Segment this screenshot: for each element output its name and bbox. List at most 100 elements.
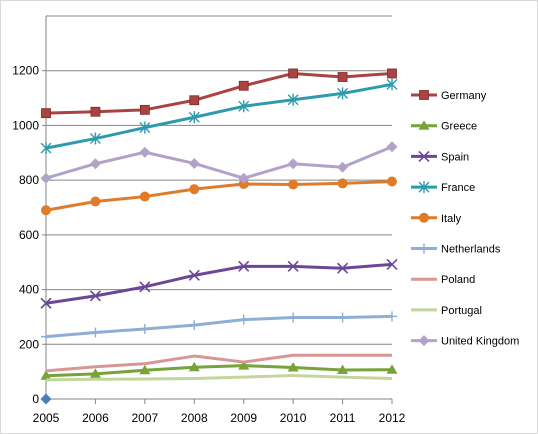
x-tick-label: 2005 bbox=[33, 411, 60, 425]
legend-label-poland: Poland bbox=[441, 274, 475, 286]
legend-item-germany: Germany bbox=[411, 90, 487, 102]
data-point-italy bbox=[337, 178, 348, 189]
legend-marker-netherlands bbox=[419, 243, 429, 254]
data-point-france bbox=[337, 87, 349, 100]
data-point-france bbox=[287, 93, 299, 106]
legend-marker-germany bbox=[419, 90, 429, 100]
legend-marker-spain bbox=[418, 150, 430, 162]
data-point-france bbox=[89, 132, 101, 145]
legend-label-spain: Spain bbox=[441, 151, 469, 163]
data-point-united-kingdom bbox=[287, 158, 299, 170]
data-point-netherlands bbox=[238, 314, 249, 325]
y-axis-ticks: 0 200 400 600 800 1000 1200 bbox=[12, 64, 46, 406]
plot-series bbox=[40, 68, 398, 405]
y-tick-label: 400 bbox=[19, 283, 39, 297]
gridlines bbox=[46, 15, 392, 345]
x-tick-label: 2006 bbox=[82, 411, 109, 425]
data-point-italy bbox=[288, 179, 299, 190]
data-point-greece bbox=[139, 364, 151, 375]
legend-item-greece: Greece bbox=[411, 120, 477, 133]
series-italy bbox=[41, 176, 397, 216]
data-point-greece bbox=[337, 364, 349, 375]
legend-marker-united-kingdom bbox=[418, 335, 430, 347]
data-point-united-kingdom bbox=[139, 146, 151, 158]
series-line-portugal bbox=[45, 373, 393, 382]
legend-item-united-kingdom: United Kingdom bbox=[411, 335, 519, 348]
data-point-spain bbox=[188, 269, 200, 281]
y-tick-label: 1000 bbox=[12, 118, 39, 132]
data-point-spain bbox=[238, 260, 250, 272]
x-tick-label: 2009 bbox=[230, 411, 257, 425]
series-line-germany bbox=[45, 71, 393, 115]
legend-item-italy: Italy bbox=[411, 212, 462, 225]
data-point-spain bbox=[139, 281, 151, 293]
data-point-netherlands bbox=[90, 327, 101, 338]
data-point-netherlands bbox=[139, 323, 150, 334]
legend-item-poland: Poland bbox=[411, 274, 475, 286]
data-point-germany bbox=[41, 108, 51, 119]
legend-label-france: France bbox=[441, 182, 475, 194]
data-point-germany bbox=[387, 68, 397, 79]
legend-item-spain: Spain bbox=[411, 150, 469, 163]
data-point-spain bbox=[89, 290, 101, 302]
data-point-spain bbox=[40, 297, 52, 309]
data-point-greece bbox=[40, 370, 52, 380]
data-point-netherlands bbox=[41, 331, 51, 342]
data-point-germany bbox=[337, 72, 348, 82]
data-point-netherlands bbox=[288, 312, 299, 323]
legend-marker-france bbox=[418, 181, 430, 194]
y-tick-label: 1200 bbox=[12, 64, 39, 78]
data-point-france bbox=[386, 78, 398, 91]
x-tick-label: 2007 bbox=[132, 411, 159, 425]
legend-label-italy: Italy bbox=[441, 213, 462, 225]
data-point-italy bbox=[41, 205, 51, 216]
series-line-greece bbox=[45, 364, 393, 378]
series-poland bbox=[45, 353, 392, 373]
data-point-extra bbox=[40, 393, 52, 405]
series-line-italy bbox=[45, 180, 393, 212]
legend-item-netherlands: Netherlands bbox=[411, 243, 501, 256]
data-point-germany bbox=[139, 104, 150, 115]
series-united-kingdom bbox=[40, 141, 398, 184]
data-point-spain bbox=[337, 262, 349, 274]
series-line-poland bbox=[45, 353, 392, 373]
legend-item-france: France bbox=[411, 181, 475, 194]
data-point-greece bbox=[238, 360, 250, 370]
data-point-greece bbox=[287, 362, 299, 372]
legend-item-portugal: Portugal bbox=[411, 305, 482, 317]
x-tick-label: 2008 bbox=[181, 411, 208, 425]
legend: Germany Greece Spain France Italy Netherlands… bbox=[411, 90, 519, 348]
y-tick-label: 0 bbox=[32, 392, 39, 406]
series-spain bbox=[40, 258, 398, 309]
x-tick-label: 2010 bbox=[280, 411, 307, 425]
series-france bbox=[40, 78, 398, 155]
data-point-spain bbox=[287, 260, 299, 272]
data-point-netherlands bbox=[387, 311, 397, 322]
series-greece bbox=[40, 360, 398, 380]
data-point-germany bbox=[288, 68, 299, 79]
data-point-greece bbox=[89, 368, 101, 378]
legend-label-portugal: Portugal bbox=[441, 305, 482, 317]
series-portugal bbox=[45, 373, 393, 382]
y-tick-label: 800 bbox=[19, 173, 39, 187]
data-point-italy bbox=[90, 196, 101, 207]
data-point-italy bbox=[139, 191, 150, 202]
x-axis-ticks: 2005 2006 2007 2008 2009 2010 2011 2012 bbox=[33, 399, 406, 425]
y-tick-label: 200 bbox=[19, 337, 39, 351]
y-tick-label: 600 bbox=[19, 228, 39, 242]
data-point-italy bbox=[387, 176, 397, 187]
data-point-italy bbox=[238, 178, 249, 189]
data-point-france bbox=[40, 142, 52, 155]
series-germany bbox=[41, 68, 397, 119]
data-point-united-kingdom bbox=[238, 172, 250, 184]
series-line-united-kingdom bbox=[45, 145, 393, 180]
data-point-united-kingdom bbox=[40, 172, 52, 184]
data-point-germany bbox=[189, 95, 200, 106]
legend-marker-greece bbox=[418, 120, 430, 130]
legend-label-greece: Greece bbox=[441, 121, 477, 133]
data-point-united-kingdom bbox=[188, 157, 200, 169]
legend-label-netherlands: Netherlands bbox=[441, 244, 501, 256]
data-point-united-kingdom bbox=[386, 141, 398, 153]
